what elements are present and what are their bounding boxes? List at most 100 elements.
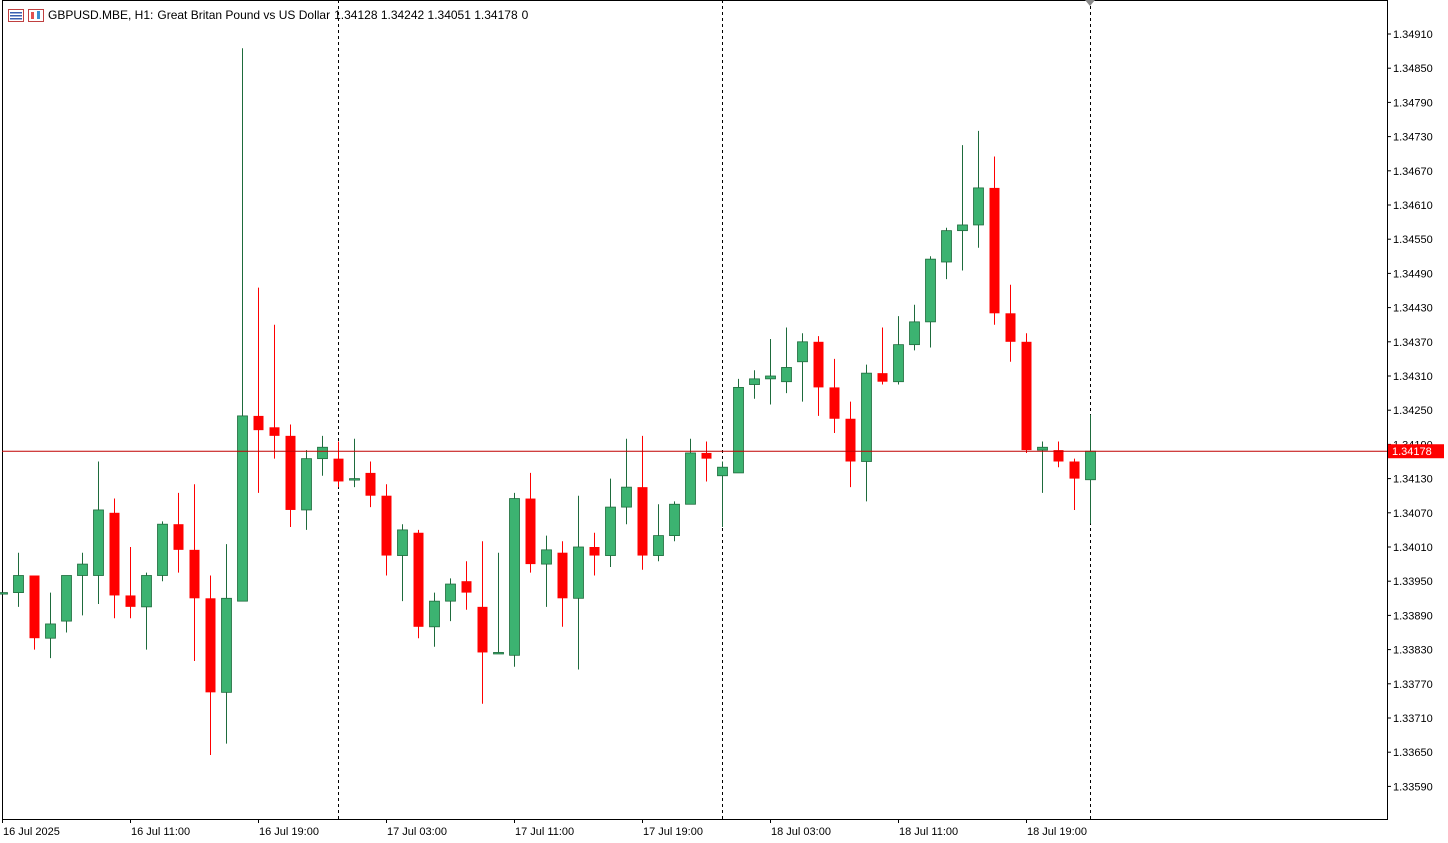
candle-body: [125, 595, 136, 607]
candle-body: [541, 549, 552, 565]
candle-body: [13, 575, 24, 594]
candle-body: [861, 372, 872, 462]
price-tick-label: 1.34490: [1393, 268, 1433, 280]
candle: [573, 495, 584, 670]
candle-body: [397, 529, 408, 556]
candle-body: [413, 532, 424, 627]
candle-body: [205, 598, 216, 693]
candle: [525, 472, 536, 573]
candle: [813, 336, 824, 416]
candle: [45, 592, 56, 659]
candle: [109, 498, 120, 619]
price-tick-label: 1.34310: [1393, 371, 1433, 383]
candle-body: [477, 606, 488, 653]
candle: [1005, 284, 1016, 362]
candle: [941, 227, 952, 280]
candle: [333, 441, 344, 488]
candle-body: [29, 575, 40, 639]
candle: [141, 572, 152, 650]
price-tick-label: 1.34670: [1393, 166, 1433, 178]
candle-body: [877, 373, 888, 382]
candle: [13, 552, 24, 607]
candle-body: [941, 230, 952, 263]
candle: [877, 327, 888, 385]
candle-body: [461, 581, 472, 593]
candle-body: [157, 523, 168, 576]
candle: [685, 438, 696, 505]
price-tick-label: 1.34010: [1393, 542, 1433, 554]
time-tick-label: 16 Jul 19:00: [259, 826, 319, 838]
price-tick-label: 1.34730: [1393, 132, 1433, 144]
price-tick-label: 1.34370: [1393, 337, 1433, 349]
time-tick-label: 18 Jul 19:00: [1027, 826, 1087, 838]
candle-body: [381, 495, 392, 556]
candle: [381, 484, 392, 576]
time-tick-label: 16 Jul 11:00: [131, 826, 190, 838]
candle-body: [1037, 446, 1048, 451]
candle: [973, 130, 984, 248]
candle-body: [925, 258, 936, 323]
candle-body: [493, 652, 504, 655]
candle: [781, 327, 792, 394]
symbol-description: Great Britan Pound vs US Dollar: [157, 8, 331, 22]
candle: [413, 529, 424, 639]
candle: [669, 501, 680, 542]
candle-body: [557, 552, 568, 599]
candle: [925, 256, 936, 348]
candle: [701, 441, 712, 482]
candle: [493, 552, 504, 655]
candle-body: [749, 378, 760, 385]
candle: [829, 358, 840, 433]
candle: [621, 438, 632, 525]
time-axis: 16 Jul 2025 16 Jul 11:00 16 Jul 19:00 17 Ju…: [2, 819, 1087, 838]
candle: [1085, 414, 1096, 524]
candle-body: [173, 524, 184, 550]
candle: [61, 575, 72, 633]
candle: [893, 316, 904, 385]
symbol-info-icon[interactable]: [28, 8, 44, 22]
candle: [93, 461, 104, 604]
candle-body: [445, 583, 456, 602]
price-tick-label: 1.34250: [1393, 405, 1433, 417]
candle-body: [301, 458, 312, 511]
price-tick-label: 1.33890: [1393, 610, 1433, 622]
candle: [269, 324, 280, 459]
price-tick-label: 1.33950: [1393, 576, 1433, 588]
candle: [285, 424, 296, 528]
candle-body: [1085, 450, 1096, 481]
candle: [189, 484, 200, 661]
candle-body: [1053, 450, 1064, 462]
candle-body: [797, 341, 808, 363]
chart-menu-icon[interactable]: [8, 8, 24, 22]
candle: [237, 48, 248, 602]
candle-body: [781, 367, 792, 383]
candle: [989, 156, 1000, 325]
price-tick-label: 1.33710: [1393, 713, 1433, 725]
candle-body: [717, 466, 728, 477]
period-marker-icon: [1085, 0, 1095, 6]
candle-body: [317, 446, 328, 460]
time-tick-label: 18 Jul 11:00: [899, 826, 958, 838]
candle-body: [141, 575, 152, 608]
price-tick-label: 1.34790: [1393, 97, 1433, 109]
candle: [653, 504, 664, 562]
candle: [957, 145, 968, 271]
candle: [717, 461, 728, 528]
candle-body: [61, 575, 72, 622]
candle: [445, 578, 456, 622]
candle: [157, 521, 168, 582]
candle: [605, 478, 616, 567]
price-axis: 1.34910 1.34850 1.34790 1.34730 1.34670 1.346…: [1387, 29, 1444, 793]
candle: [557, 541, 568, 627]
candle-body: [253, 415, 264, 431]
candle-body: [765, 375, 776, 380]
candle-body: [637, 487, 648, 556]
price-tick-label: 1.34130: [1393, 474, 1433, 486]
candle: [909, 304, 920, 351]
candle-body: [829, 387, 840, 419]
candle-body: [893, 344, 904, 383]
candle: [317, 435, 328, 476]
day-separators: [338, 0, 1095, 819]
candle-body: [1069, 461, 1080, 479]
